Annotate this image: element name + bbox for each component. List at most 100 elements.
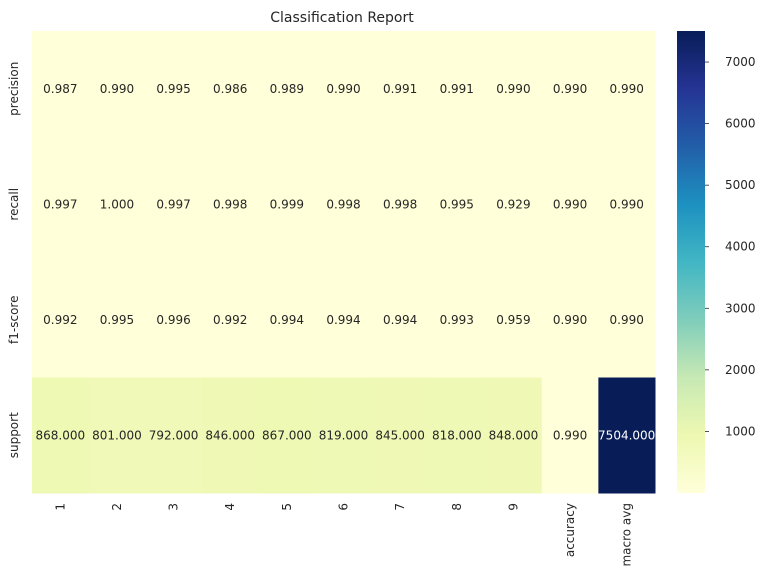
colorbar-tick-label: 6000 (725, 117, 756, 131)
cell-value-label: 0.992 (43, 313, 77, 327)
heatmap-cell (201, 31, 260, 147)
x-tick-label: 2 (110, 503, 124, 511)
heatmap-cell (201, 377, 260, 494)
cell-value-label: 0.989 (270, 82, 304, 96)
cell-value-label: 801.000 (92, 428, 142, 442)
heatmap-cell (145, 146, 203, 263)
cell-value-label: 0.990 (610, 197, 644, 211)
colorbar-tick-label: 4000 (725, 240, 756, 254)
heatmap-cell (258, 262, 316, 378)
cell-value-label: 0.995 (156, 82, 190, 96)
heatmap-cell (88, 262, 146, 378)
y-tick-label: recall (7, 188, 21, 221)
cell-value-label: 0.997 (43, 197, 77, 211)
cell-value-label: 0.929 (496, 197, 530, 211)
heatmap-cell (88, 377, 146, 494)
heatmap-cell (315, 31, 373, 147)
colorbar-tick-label: 7000 (725, 55, 756, 69)
x-axis-tick-labels: 1 2 3 4 5 6 7 8 9 accuracy macro avg (53, 503, 633, 567)
x-tick-label: 8 (450, 503, 464, 511)
y-axis-tick-labels: precision recall f1-score support (7, 62, 21, 459)
cell-value-label: 0.990 (496, 82, 530, 96)
x-tick-label: 3 (167, 503, 181, 511)
cell-value-label: 819.000 (319, 428, 369, 442)
cell-value-label: 0.990 (553, 428, 587, 442)
heatmap-cell (598, 146, 656, 263)
y-tick-label: f1-score (7, 296, 21, 344)
colorbar-tick-label: 2000 (725, 363, 756, 377)
heatmap-cell (598, 31, 656, 147)
cell-value-label: 0.990 (610, 82, 644, 96)
heatmap-cell (145, 377, 203, 494)
cell-value-label: 0.990 (326, 82, 360, 96)
cell-value-label: 1.000 (100, 197, 134, 211)
cell-value-label: 0.995 (100, 313, 134, 327)
heatmap-cell (315, 146, 373, 263)
cell-value-label: 0.990 (610, 313, 644, 327)
cell-value-label: 7504.000 (598, 428, 655, 442)
heatmap-cell (598, 377, 656, 494)
cell-value-label: 0.995 (440, 197, 474, 211)
cell-value-label: 0.959 (496, 313, 530, 327)
cell-value-label: 0.990 (553, 82, 587, 96)
heatmap-cell (485, 262, 543, 378)
colorbar (677, 31, 705, 493)
heatmap-cell (541, 146, 599, 263)
y-tick-label: support (7, 412, 21, 458)
cell-value-label: 868.000 (36, 428, 86, 442)
colorbar-tick-label: 1000 (725, 424, 756, 438)
cell-value-label: 848.000 (489, 428, 539, 442)
heatmap-cell (258, 31, 316, 147)
heatmap-cell (258, 146, 316, 263)
x-tick-label: 1 (53, 503, 67, 511)
colorbar-tick-label: 5000 (725, 178, 756, 192)
cell-value-label: 845.000 (375, 428, 425, 442)
cell-value-label: 0.998 (213, 197, 247, 211)
cell-value-label: 0.990 (553, 313, 587, 327)
cell-value-label: 846.000 (205, 428, 255, 442)
heatmap-cell (371, 31, 429, 147)
heatmap-cells (32, 31, 656, 494)
x-tick-label: macro avg (620, 503, 634, 567)
heatmap-cell (32, 377, 90, 494)
cell-value-label: 0.998 (383, 197, 417, 211)
heatmap-cell (201, 146, 260, 263)
heatmap-cell (485, 31, 543, 147)
heatmap-cell (32, 31, 90, 147)
cell-value-label: 0.990 (100, 82, 134, 96)
cell-value-label: 0.986 (213, 82, 247, 96)
heatmap-cell (258, 377, 316, 494)
heatmap-cell (371, 262, 429, 378)
heatmap-cell (371, 146, 429, 263)
cell-value-label: 792.000 (149, 428, 199, 442)
x-tick-label: accuracy (563, 503, 577, 557)
heatmap-cell (485, 146, 543, 263)
cell-value-label: 0.990 (553, 197, 587, 211)
heatmap-cell (201, 262, 260, 378)
heatmap-cell (428, 146, 486, 263)
cell-value-label: 0.997 (156, 197, 190, 211)
colorbar-tick-label: 3000 (725, 301, 756, 315)
heatmap-cell-labels: 0.987 0.990 0.995 0.986 0.989 0.990 0.991 0.991… (36, 82, 656, 443)
heatmap-cell (315, 262, 373, 378)
cell-value-label: 0.998 (326, 197, 360, 211)
heatmap-cell (428, 262, 486, 378)
heatmap-cell (541, 31, 599, 147)
heatmap-cell (541, 262, 599, 378)
cell-value-label: 0.987 (43, 82, 77, 96)
heatmap-cell (541, 377, 599, 494)
cell-value-label: 0.993 (440, 313, 474, 327)
y-tick-label: precision (7, 62, 21, 116)
x-tick-label: 7 (393, 503, 407, 511)
x-tick-label: 4 (223, 503, 237, 511)
heatmap-cell (32, 146, 90, 263)
cell-value-label: 818.000 (432, 428, 482, 442)
heatmap-cell (32, 262, 90, 378)
cell-value-label: 0.999 (270, 197, 304, 211)
heatmap-cell (371, 377, 429, 494)
cell-value-label: 0.994 (383, 313, 417, 327)
cell-value-label: 0.994 (326, 313, 360, 327)
x-tick-label: 9 (506, 503, 520, 511)
x-tick-label: 5 (280, 503, 294, 511)
